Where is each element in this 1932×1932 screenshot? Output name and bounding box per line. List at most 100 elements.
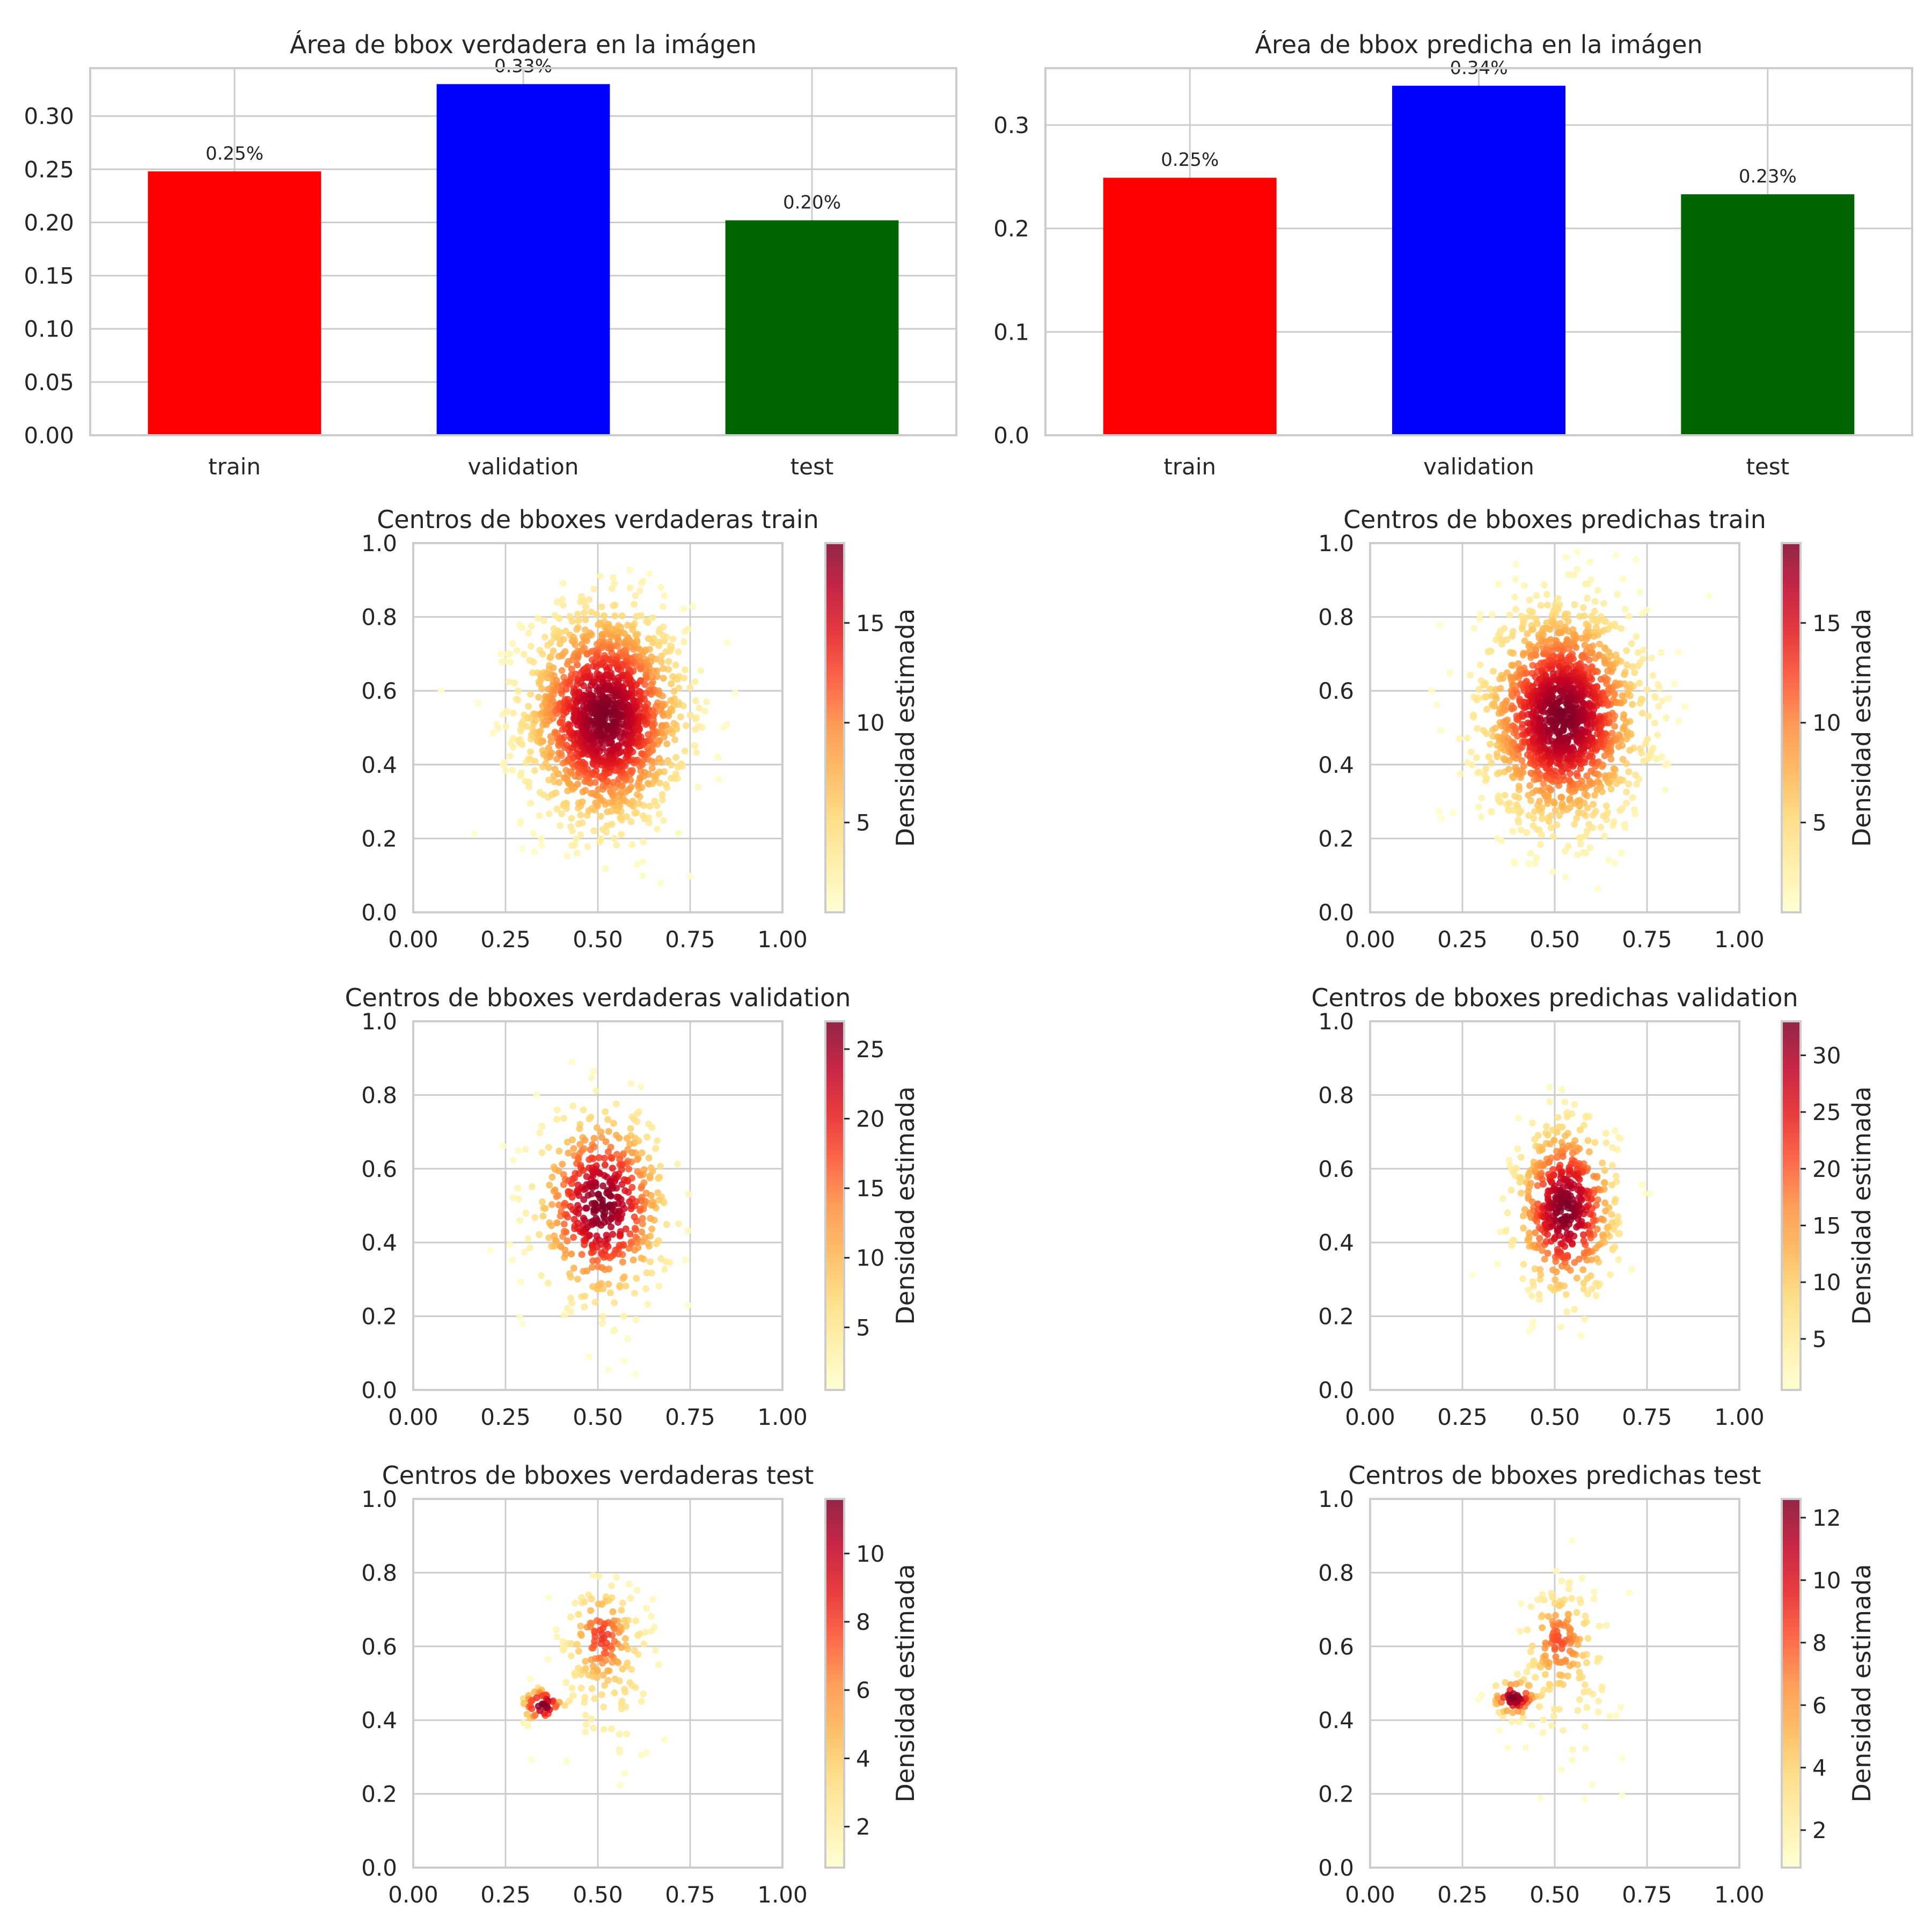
- scatter-point: [1576, 1126, 1584, 1133]
- scatter-point: [1473, 754, 1480, 762]
- scatter-point: [618, 1606, 625, 1614]
- colorbar-tick-label: 20: [856, 1106, 884, 1132]
- scatter-point: [668, 680, 675, 687]
- scatter-point: [1638, 709, 1646, 717]
- centers-pred-validation-chart: 0.00 0.25 0.50 0.75 1.000.00.20.40.60.81.0Ce…: [1311, 983, 1876, 1430]
- scatter-point: [645, 731, 652, 738]
- y-tick-label: 0.8: [1318, 1082, 1354, 1108]
- scatter-point: [564, 1237, 571, 1245]
- scatter-point: [1529, 1318, 1537, 1326]
- scatter-point: [1576, 1696, 1583, 1703]
- y-tick-label: 1.0: [361, 1008, 397, 1035]
- scatter-point: [670, 687, 678, 695]
- colorbar-tick-label: 12: [1812, 1505, 1841, 1531]
- scatter-point: [1512, 606, 1520, 613]
- scatter-point: [1544, 1131, 1552, 1139]
- chart-title: Centros de bboxes verdaderas validation: [345, 983, 851, 1012]
- scatter-point: [1556, 1679, 1564, 1687]
- scatter-point: [1487, 648, 1495, 655]
- x-tick-label: 1.00: [757, 1882, 808, 1908]
- scatter-point: [598, 603, 605, 611]
- scatter-point: [577, 811, 584, 819]
- scatter-point: [1584, 1635, 1592, 1642]
- y-tick-label: 0.2: [361, 1304, 397, 1330]
- scatter-point: [586, 1115, 593, 1123]
- scatter-point: [1514, 660, 1522, 668]
- centers-true-train-chart: 0.00 0.25 0.50 0.75 1.000.00.20.40.60.81.0Ce…: [361, 505, 920, 953]
- scatter-point: [626, 566, 633, 574]
- scatter-point: [632, 592, 639, 599]
- scatter-point: [1517, 1628, 1524, 1635]
- scatter-point: [561, 1246, 569, 1254]
- scatter-point: [1552, 807, 1559, 814]
- y-tick-label: 1.0: [1318, 1486, 1354, 1512]
- y-tick-label: 0.8: [1318, 1560, 1354, 1586]
- scatter-point: [1512, 575, 1519, 583]
- scatter-point: [1536, 841, 1544, 848]
- scatter-point: [1513, 801, 1520, 809]
- scatter-point: [600, 1703, 608, 1711]
- scatter-point: [1501, 792, 1509, 799]
- scatter-point: [581, 1694, 589, 1701]
- x-tick-label: 0.75: [665, 1404, 715, 1430]
- scatter-point: [1504, 1209, 1511, 1217]
- x-tick-label: validation: [1423, 453, 1534, 480]
- scatter-point: [631, 1225, 639, 1232]
- axes-frame: [412, 542, 784, 913]
- scatter-point: [632, 631, 640, 639]
- scatter-point: [1580, 1688, 1588, 1696]
- scatter-point: [674, 763, 682, 771]
- scatter-point: [516, 1313, 524, 1321]
- scatter-point: [1576, 834, 1583, 841]
- scatter-point: [1595, 1697, 1602, 1705]
- scatter-point: [1566, 795, 1574, 802]
- scatter-point: [1483, 706, 1490, 713]
- scatter-point: [545, 776, 553, 784]
- scatter-point: [536, 1231, 543, 1238]
- scatter-point: [577, 1622, 584, 1630]
- scatter-point: [1510, 858, 1518, 865]
- scatter-point: [626, 1679, 634, 1686]
- scatter-point: [1517, 1153, 1525, 1161]
- y-tick-label: 0.1: [993, 319, 1029, 345]
- scatter-point: [1492, 695, 1500, 702]
- scatter-point: [633, 613, 640, 620]
- scatter-point: [614, 642, 621, 650]
- scatter-point: [1457, 770, 1464, 778]
- scatter-point: [636, 587, 643, 595]
- scatter-point: [538, 1123, 546, 1130]
- scatter-point: [1436, 621, 1444, 628]
- x-tick-label: 1.00: [1714, 1404, 1765, 1430]
- scatter-point: [1581, 641, 1589, 649]
- scatter-point: [1576, 1674, 1583, 1682]
- scatter-point: [535, 693, 543, 701]
- scatter-point: [564, 852, 571, 860]
- scatter-point: [1623, 647, 1630, 654]
- scatter-point: [1681, 703, 1689, 711]
- bar-validation: [1392, 85, 1565, 435]
- scatter-point: [1571, 1101, 1578, 1108]
- scatter-point: [1633, 780, 1641, 788]
- scatter-point: [633, 1275, 640, 1282]
- scatter-point: [1634, 662, 1642, 670]
- scatter-point: [570, 1234, 577, 1241]
- scatter-point: [653, 1240, 660, 1247]
- scatter-point: [1623, 730, 1630, 738]
- scatter-point: [664, 757, 672, 764]
- scatter-point: [1467, 671, 1474, 679]
- x-tick-label: 0.00: [1345, 1882, 1395, 1908]
- chart-title: Área de bbox verdadera en la imágen: [290, 30, 757, 59]
- scatter-point: [1580, 1285, 1587, 1293]
- scatter-point: [1577, 1599, 1585, 1606]
- scatter-point: [1620, 714, 1627, 722]
- scatter-point: [517, 1278, 524, 1286]
- scatter-point: [1513, 690, 1521, 697]
- scatter-point: [627, 1080, 635, 1087]
- scatter-point: [577, 831, 584, 839]
- scatter-point: [696, 704, 703, 712]
- scatter-point: [582, 1728, 589, 1736]
- scatter-point: [507, 752, 514, 760]
- scatter-point: [647, 1164, 655, 1172]
- scatter-point: [502, 723, 510, 730]
- scatter-point: [1557, 1323, 1564, 1331]
